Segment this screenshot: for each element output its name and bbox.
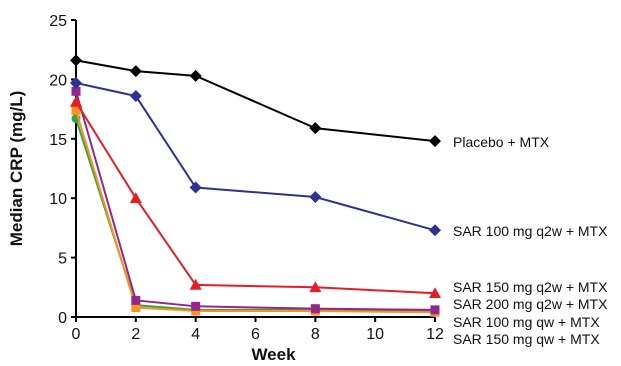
series-layer — [70, 54, 441, 317]
data-point — [189, 278, 202, 290]
series-3 — [71, 86, 440, 315]
series-line — [75, 101, 436, 295]
data-point — [129, 90, 142, 103]
x-tick-label: 10 — [366, 326, 384, 343]
y-axis-title: Median CRP (mg/L) — [7, 91, 26, 247]
x-tick-label: 12 — [426, 326, 444, 343]
x-axis-title: Week — [251, 345, 296, 364]
data-point — [131, 295, 141, 305]
y-tick-label: 15 — [49, 132, 67, 149]
data-point — [429, 287, 441, 299]
series-line — [75, 59, 436, 143]
data-point — [309, 122, 322, 135]
data-point — [430, 305, 440, 315]
data-point — [70, 54, 82, 67]
data-point — [309, 191, 322, 204]
x-tick-label: 4 — [191, 326, 200, 343]
data-point — [191, 306, 201, 316]
x-tick-label: 2 — [131, 326, 140, 343]
x-tick-label: 0 — [72, 326, 81, 343]
y-tick-label: 20 — [49, 72, 67, 89]
data-point — [70, 76, 82, 89]
data-point — [429, 224, 441, 237]
data-point — [129, 65, 142, 78]
y-tick-label: 25 — [49, 13, 67, 30]
series-label: SAR 100 mg q2w + MTX — [453, 223, 608, 239]
data-point — [309, 281, 322, 293]
data-point — [71, 86, 81, 96]
y-tick-label: 10 — [49, 191, 67, 208]
data-point — [429, 135, 441, 148]
x-tick-label: 8 — [311, 326, 320, 343]
x-tick-label: 6 — [251, 326, 260, 343]
series-4 — [71, 105, 440, 317]
series-2 — [70, 95, 441, 299]
data-point — [70, 95, 82, 107]
series-0 — [70, 54, 441, 148]
series-label: SAR 150 mg q2w + MTX — [453, 279, 608, 295]
x-axis-ticks: 0 2 4 6 8 10 12 — [72, 317, 444, 343]
series-label: SAR 150 mg qw + MTX — [453, 331, 600, 347]
series-1 — [70, 76, 441, 237]
y-axis-ticks: 0 5 10 15 20 25 — [49, 13, 76, 327]
series-label: SAR 100 mg qw + MTX — [453, 314, 600, 330]
data-point — [189, 69, 202, 82]
data-point — [131, 302, 141, 312]
series-label: SAR 200 mg q2w + MTX — [453, 296, 608, 312]
series-line — [75, 91, 436, 311]
series-labels: Placebo + MTX SAR 100 mg q2w + MTX SAR 150… — [453, 134, 608, 347]
y-tick-label: 5 — [58, 251, 67, 268]
series-line — [75, 81, 436, 232]
data-point — [189, 181, 202, 194]
data-point — [310, 304, 320, 314]
y-tick-label: 0 — [58, 310, 67, 327]
data-point — [71, 105, 81, 115]
data-point — [191, 301, 201, 311]
data-point — [129, 192, 142, 203]
series-label: Placebo + MTX — [453, 134, 550, 150]
